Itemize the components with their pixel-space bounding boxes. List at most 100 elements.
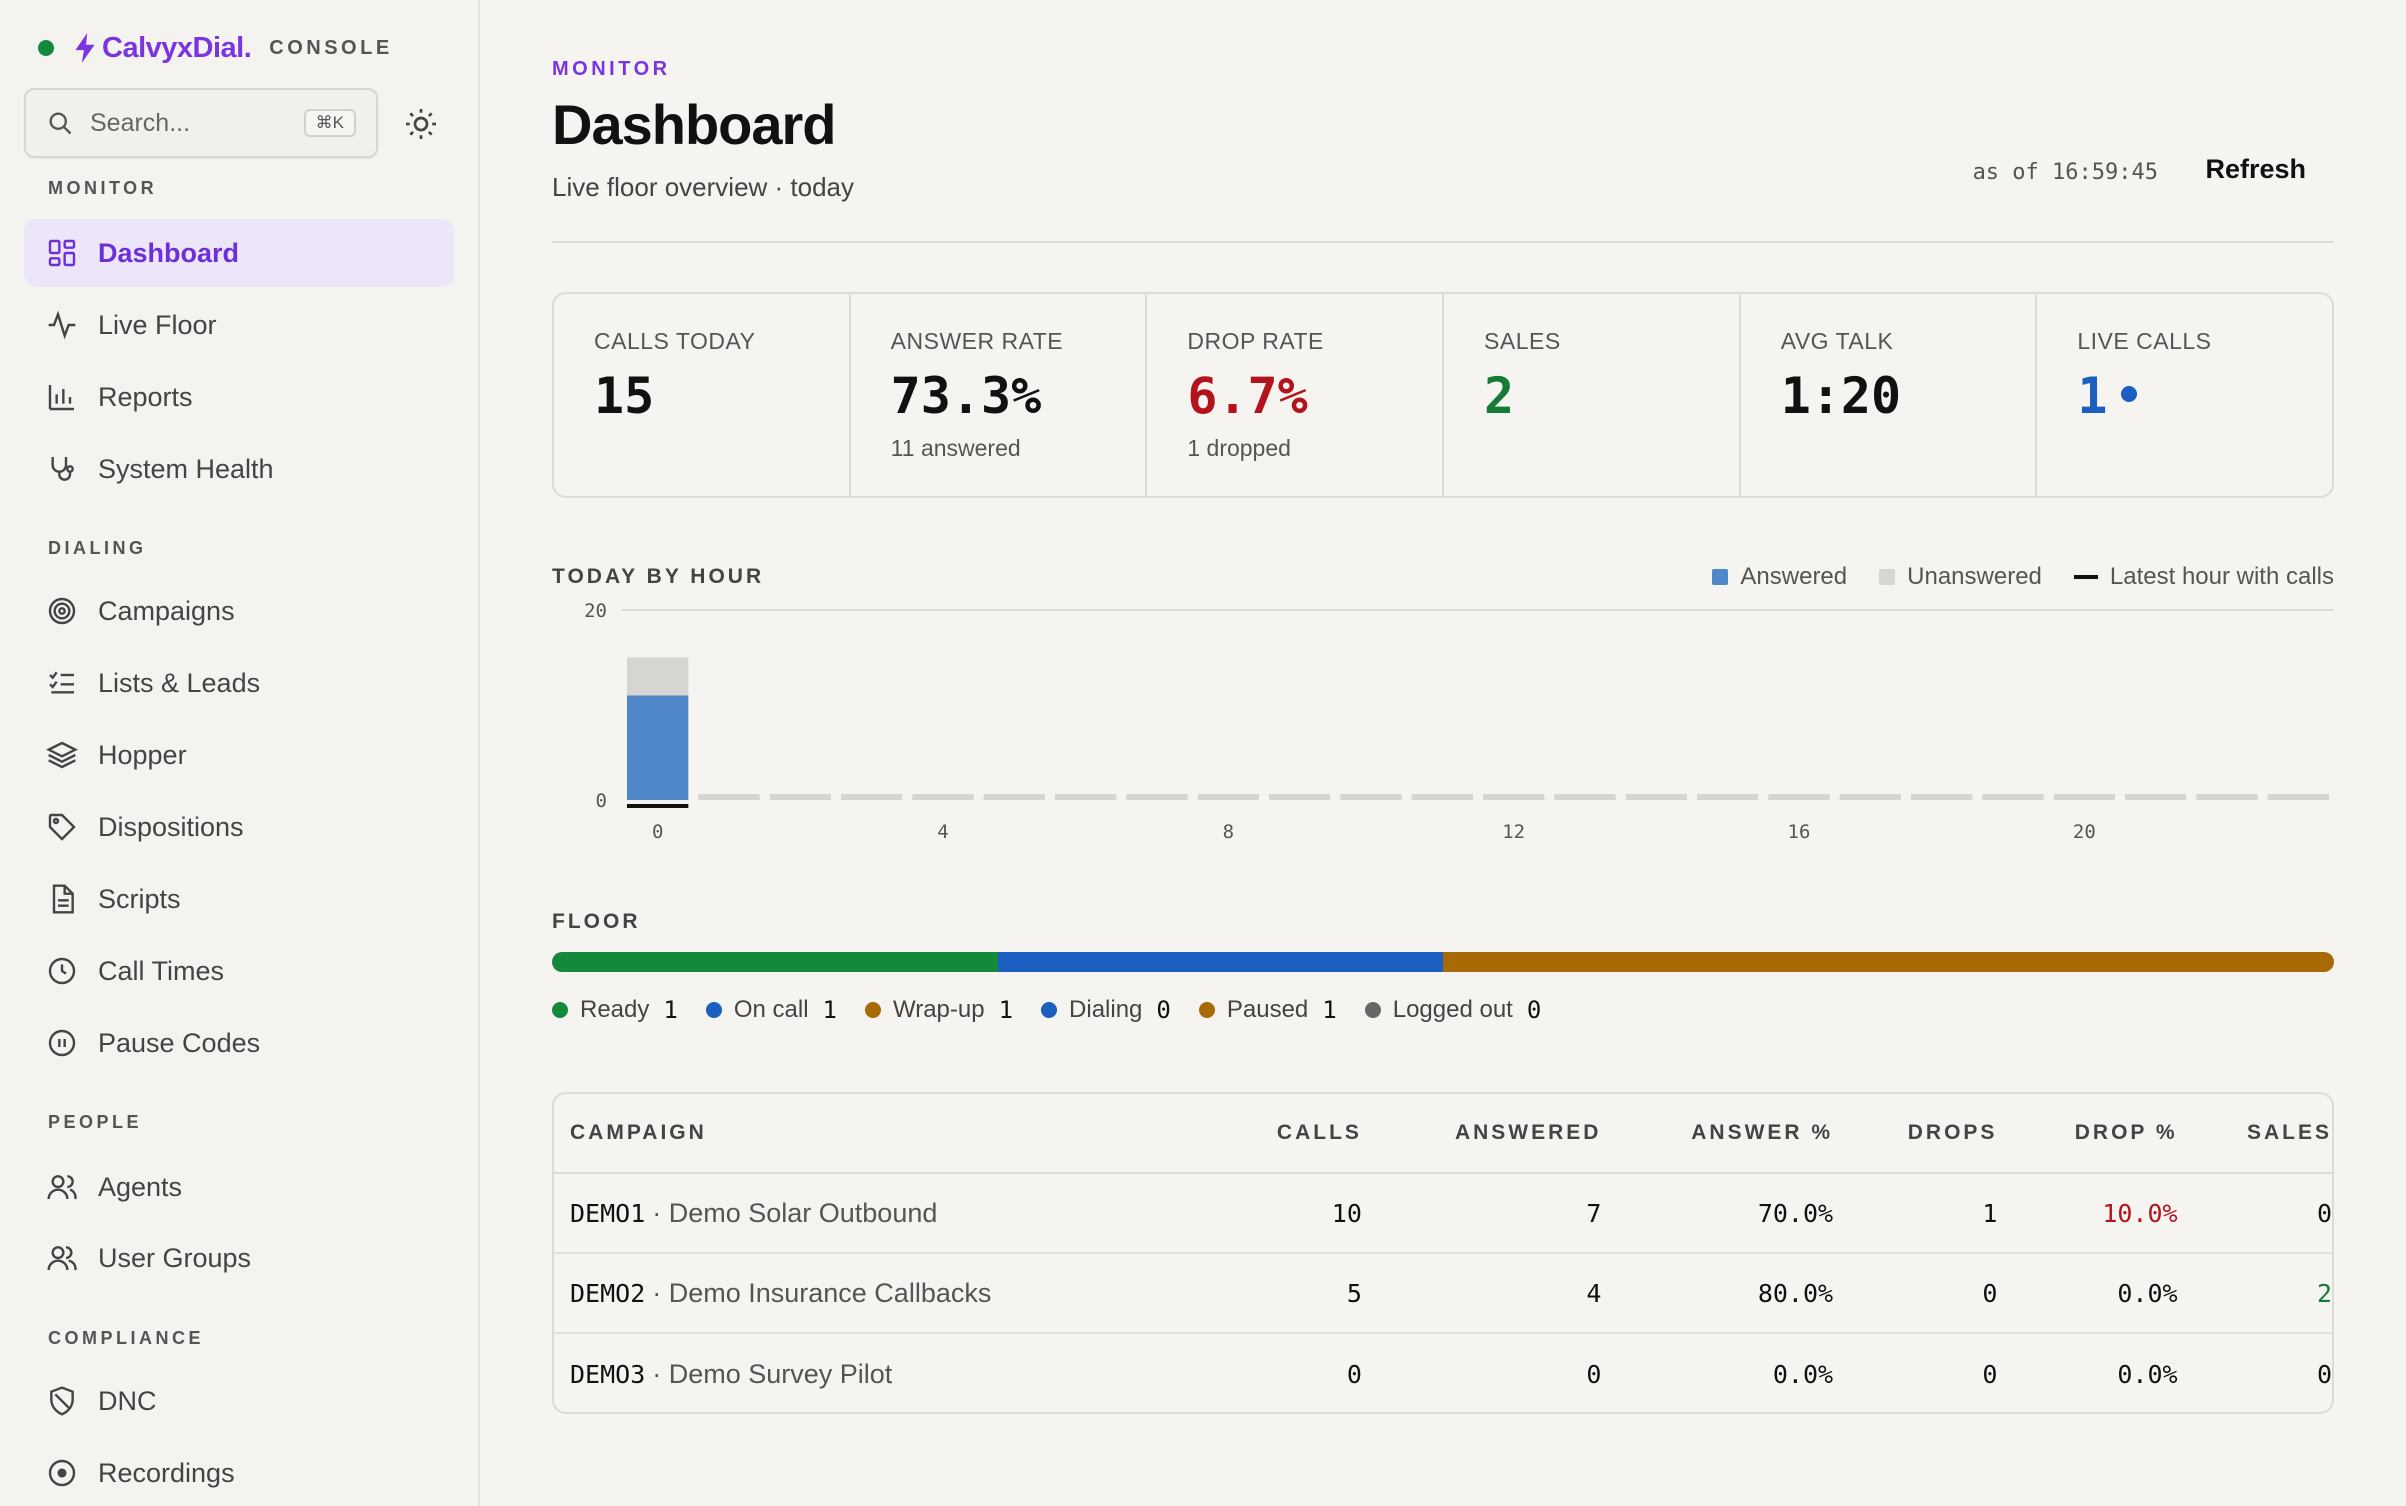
- nav-section-people: PEOPLE: [48, 1112, 143, 1132]
- campaign-name: · Demo Insurance Callbacks: [652, 1277, 992, 1308]
- stat-label: DROP RATE: [1187, 328, 1324, 354]
- x-tick-label: 0: [652, 821, 663, 843]
- table-row[interactable]: DEMO3 · Demo Survey Pilot 0 0 0.0% 0 0.0…: [554, 1334, 2332, 1412]
- sidebar-item-live-floor[interactable]: Live Floor: [24, 291, 454, 359]
- campaign-table: CAMPAIGN CALLS ANSWERED ANSWER % DROPS D…: [552, 1092, 2334, 1414]
- latest-hour-marker: [626, 804, 689, 808]
- stat-avg-talk: AVG TALK 1:20: [1741, 294, 2038, 496]
- file-text-icon: [52, 884, 74, 914]
- floor-legend-label: Ready: [580, 996, 650, 1023]
- col-answered[interactable]: ANSWERED: [1454, 1121, 1602, 1144]
- drops-cell: 0: [1982, 1359, 1998, 1389]
- legend-unanswered: Unanswered: [1879, 563, 2042, 591]
- bar-empty-hour-16: [1768, 794, 1830, 800]
- tag-icon: [48, 813, 76, 841]
- search-icon: [49, 112, 72, 135]
- table-row[interactable]: DEMO2 · Demo Insurance Callbacks 5 4 80.…: [554, 1254, 2332, 1334]
- floor-legend-wrap-up: Wrap-up 1: [864, 996, 1013, 1024]
- shield-off-icon: [50, 1386, 74, 1416]
- bar-empty-hour-9: [1268, 794, 1331, 800]
- stat-answer-rate: ANSWER RATE 73.3% 11 answered: [851, 294, 1148, 496]
- legend-line: [2073, 575, 2098, 579]
- calls-cell: 0: [1346, 1359, 1362, 1389]
- chart-legend: Answered Unanswered Latest hour with cal…: [1680, 563, 2334, 591]
- brand-name[interactable]: CalvyxDial.: [102, 31, 252, 64]
- status-dot: [38, 40, 54, 56]
- bar-empty-hour-14: [1625, 794, 1688, 800]
- search-shortcut: ⌘K: [303, 109, 356, 137]
- live-indicator-dot: [2121, 385, 2138, 402]
- floor-legend-count: 0: [1156, 996, 1171, 1024]
- sidebar-item-label: Pause Codes: [98, 1027, 261, 1058]
- search-input[interactable]: Search... ⌘K: [24, 88, 378, 158]
- sidebar-item-hopper[interactable]: Hopper: [24, 721, 454, 789]
- sun-icon[interactable]: [403, 106, 439, 142]
- divider: [552, 241, 2334, 243]
- users-icon: [47, 1175, 77, 1200]
- sidebar-item-campaigns[interactable]: Campaigns: [24, 577, 454, 645]
- campaign-cell: DEMO1 · Demo Solar Outbound: [554, 1198, 1168, 1229]
- stat-value: 15: [594, 367, 655, 425]
- bar-empty-hour-8: [1197, 794, 1260, 800]
- sidebar-item-scripts[interactable]: Scripts: [24, 865, 454, 933]
- stat-sub: 11 answered: [890, 435, 1021, 461]
- sidebar-item-label: Dashboard: [98, 237, 240, 268]
- floor-legend-label: Logged out: [1392, 996, 1513, 1023]
- stat-value: 1:20: [1780, 367, 1902, 425]
- sidebar-item-call-times[interactable]: Call Times: [24, 937, 454, 1005]
- sidebar-item-dashboard[interactable]: Dashboard: [24, 219, 454, 287]
- sidebar-item-dispositions[interactable]: Dispositions: [24, 793, 454, 861]
- sidebar-item-label: Lists & Leads: [98, 667, 261, 698]
- drops-cell: 1: [1982, 1198, 1998, 1228]
- answer-pct-cell: 80.0%: [1757, 1278, 1834, 1308]
- answer-pct-cell: 70.0%: [1757, 1198, 1834, 1228]
- stat-label: AVG TALK: [1780, 328, 1894, 354]
- floor-legend-paused: Paused 1: [1198, 996, 1337, 1024]
- floor-legend-label: On call: [733, 996, 809, 1023]
- table-row[interactable]: DEMO1 · Demo Solar Outbound 10 7 70.0% 1…: [554, 1174, 2332, 1254]
- floor-legend-label: Wrap-up: [892, 996, 985, 1023]
- col-drop-pct[interactable]: DROP %: [2074, 1121, 2178, 1144]
- y-tick-label: 20: [584, 600, 607, 622]
- sidebar-item-reports[interactable]: Reports: [24, 363, 454, 431]
- sidebar-item-lists-leads[interactable]: Lists & Leads: [24, 649, 454, 717]
- legend-latest-hour: Latest hour with calls: [2073, 563, 2334, 591]
- floor-legend: Ready 1 On call 1 Wrap-up 1 Dialing 0 Paused 1 Log…: [552, 996, 1569, 1024]
- col-answer-pct[interactable]: ANSWER %: [1691, 1121, 1834, 1144]
- refresh-button[interactable]: Refresh: [2197, 150, 2314, 189]
- sidebar-item-label: Recordings: [98, 1457, 235, 1488]
- sidebar-item-system-health[interactable]: System Health: [24, 435, 454, 503]
- col-calls[interactable]: CALLS: [1276, 1121, 1362, 1144]
- floor-legend-dot: [705, 1002, 722, 1018]
- col-drops[interactable]: DROPS: [1907, 1121, 1998, 1144]
- floor-legend-count: 0: [1526, 996, 1542, 1024]
- legend-label: Latest hour with calls: [2109, 563, 2334, 590]
- floor-title: FLOOR: [552, 910, 641, 933]
- sidebar-item-label: Scripts: [98, 883, 181, 914]
- activity-icon: [48, 310, 76, 340]
- nav-section-compliance: COMPLIANCE: [48, 1328, 204, 1348]
- stat-sub: 1 dropped: [1187, 435, 1291, 461]
- campaign-cell: DEMO2 · Demo Insurance Callbacks: [554, 1278, 1168, 1309]
- col-sales[interactable]: SALES: [2246, 1121, 2332, 1144]
- col-campaign[interactable]: CAMPAIGN: [570, 1121, 707, 1144]
- campaign-name: · Demo Survey Pilot: [652, 1358, 893, 1389]
- bar-empty-hour-17: [1839, 794, 1902, 800]
- floor-legend-logged-out: Logged out 0: [1364, 996, 1542, 1024]
- search-placeholder: Search...: [90, 108, 191, 137]
- sidebar-item-recordings[interactable]: Recordings: [24, 1439, 454, 1506]
- stat-calls-today: CALLS TODAY 15: [554, 294, 851, 496]
- drop-pct-cell: 10.0%: [2102, 1198, 2178, 1228]
- chart-title: TODAY BY HOUR: [552, 565, 765, 588]
- user-group-icon: [47, 1246, 77, 1271]
- campaign-code: DEMO3: [570, 1359, 646, 1389]
- sidebar-item-dnc[interactable]: DNC: [24, 1367, 454, 1435]
- sidebar-item-user-groups[interactable]: User Groups: [24, 1224, 454, 1292]
- sidebar-item-agents[interactable]: Agents: [24, 1153, 454, 1221]
- sidebar-item-pause-codes[interactable]: Pause Codes: [24, 1009, 454, 1077]
- bar-chart-icon: [48, 385, 74, 411]
- legend-label: Answered: [1740, 563, 1848, 590]
- campaign-code: DEMO1: [570, 1198, 646, 1228]
- page-eyebrow: MONITOR: [552, 58, 671, 80]
- target-icon: [48, 597, 76, 625]
